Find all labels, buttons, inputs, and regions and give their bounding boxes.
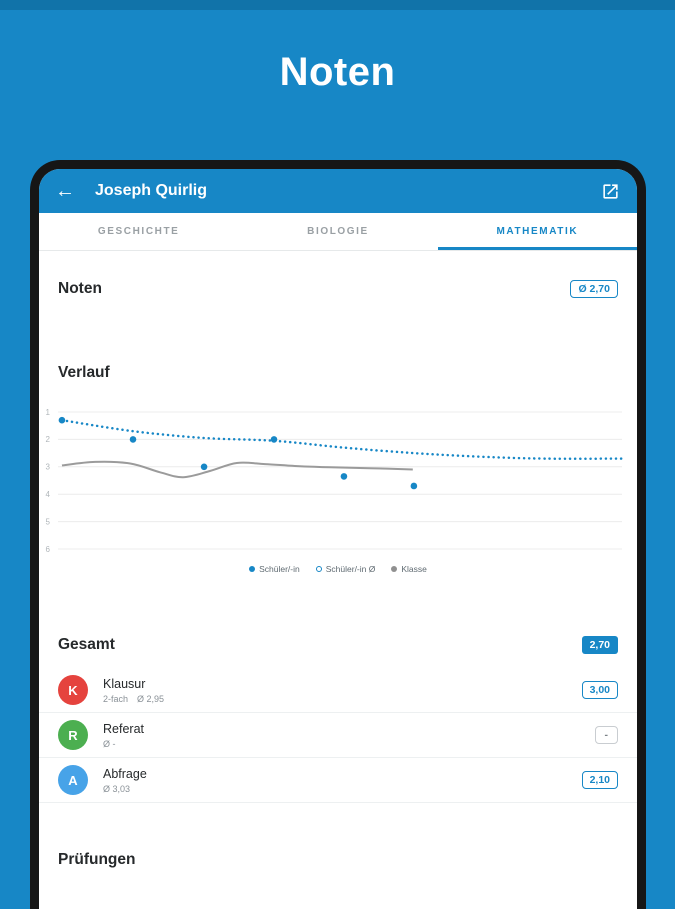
weight-label: 2-fach (103, 693, 129, 704)
category-average: Ø 3,03 (103, 783, 131, 794)
back-icon[interactable]: ← (55, 180, 75, 202)
legend-label: Schüler/-in (259, 564, 300, 574)
subject-tabs: GESCHICHTE BIOLOGIE MATHEMATIK (39, 213, 637, 251)
row-text: Klausur 2-fach Ø 2,95 (103, 677, 582, 704)
tab-label: GESCHICHTE (97, 226, 180, 237)
legend-item: Schüler/-in Ø (315, 564, 376, 574)
svg-text:6: 6 (46, 545, 51, 554)
svg-text:1: 1 (46, 408, 51, 417)
grade-badge: 3,00 (581, 681, 618, 699)
tab-mathematik[interactable]: MATHEMATIK (437, 213, 637, 250)
chart-svg: 1 2 3 4 5 6 (46, 408, 624, 554)
legend-item: Klasse (391, 564, 427, 574)
tab-label: MATHEMATIK (496, 226, 579, 237)
legend-label: Schüler/-in Ø (325, 564, 376, 574)
category-subtitle: 2-fach Ø 2,95 (103, 694, 582, 704)
category-title: Referat (103, 721, 144, 736)
legend-label: Klasse (401, 564, 427, 574)
student-name: Joseph Quirlig (95, 182, 208, 199)
tab-label: BIOLOGIE (307, 226, 369, 237)
open-in-new-icon[interactable] (601, 181, 621, 201)
gesamt-grade-badge: 2,70 (581, 636, 618, 654)
svg-text:3: 3 (46, 463, 51, 472)
avatar: K (58, 675, 88, 705)
row-text: Referat Ø - (103, 722, 595, 749)
avatar: A (58, 765, 88, 795)
legend-item: Schüler/-in (249, 564, 300, 574)
svg-text:5: 5 (46, 517, 51, 526)
category-title: Abfrage (103, 766, 147, 781)
average-badge: Ø 2,70 (570, 280, 618, 298)
grade-history-chart: 1 2 3 4 5 6 Schüler/-in Schüler/-in Ø Klasse (39, 402, 637, 574)
category-subtitle: Ø - (103, 739, 595, 749)
grade-badge: - (594, 726, 618, 744)
noten-heading: Noten (58, 280, 102, 297)
verlauf-heading: Verlauf (58, 364, 110, 381)
list-item-referat[interactable]: R Referat Ø - - (39, 713, 637, 758)
grade-badge: 2,10 (581, 771, 618, 789)
tab-geschichte[interactable]: GESCHICHTE (39, 213, 238, 250)
category-average: Ø - (103, 738, 116, 749)
pruefungen-heading: Prüfungen (58, 851, 136, 868)
svg-text:2: 2 (46, 435, 51, 444)
row-text: Abfrage Ø 3,03 (103, 767, 582, 794)
page-title: Noten (279, 50, 396, 94)
status-bar (0, 0, 675, 10)
legend-open-circle-icon (315, 566, 322, 572)
legend-dot-icon (391, 566, 398, 572)
list-item-klausur[interactable]: K Klausur 2-fach Ø 2,95 3,00 (39, 668, 637, 713)
svg-text:4: 4 (46, 490, 51, 499)
grade-category-list: K Klausur 2-fach Ø 2,95 3,00 R Referat Ø - - A Abf… (39, 668, 637, 803)
category-average: Ø 2,95 (137, 693, 165, 704)
list-item-abfrage[interactable]: A Abfrage Ø 3,03 2,10 (39, 758, 637, 803)
tab-biologie[interactable]: BIOLOGIE (238, 213, 437, 250)
legend-dot-icon (249, 566, 256, 572)
gesamt-heading: Gesamt (58, 636, 115, 653)
chart-legend: Schüler/-in Schüler/-in Ø Klasse (39, 564, 637, 574)
avatar: R (58, 720, 88, 750)
device-frame: ← Joseph Quirlig GESCHICHTE BIOLOGIE MATHE… (30, 160, 646, 909)
category-title: Klausur (103, 676, 146, 691)
category-subtitle: Ø 3,03 (103, 784, 582, 794)
app-bar: ← Joseph Quirlig (39, 169, 637, 213)
active-tab-indicator (437, 247, 637, 250)
